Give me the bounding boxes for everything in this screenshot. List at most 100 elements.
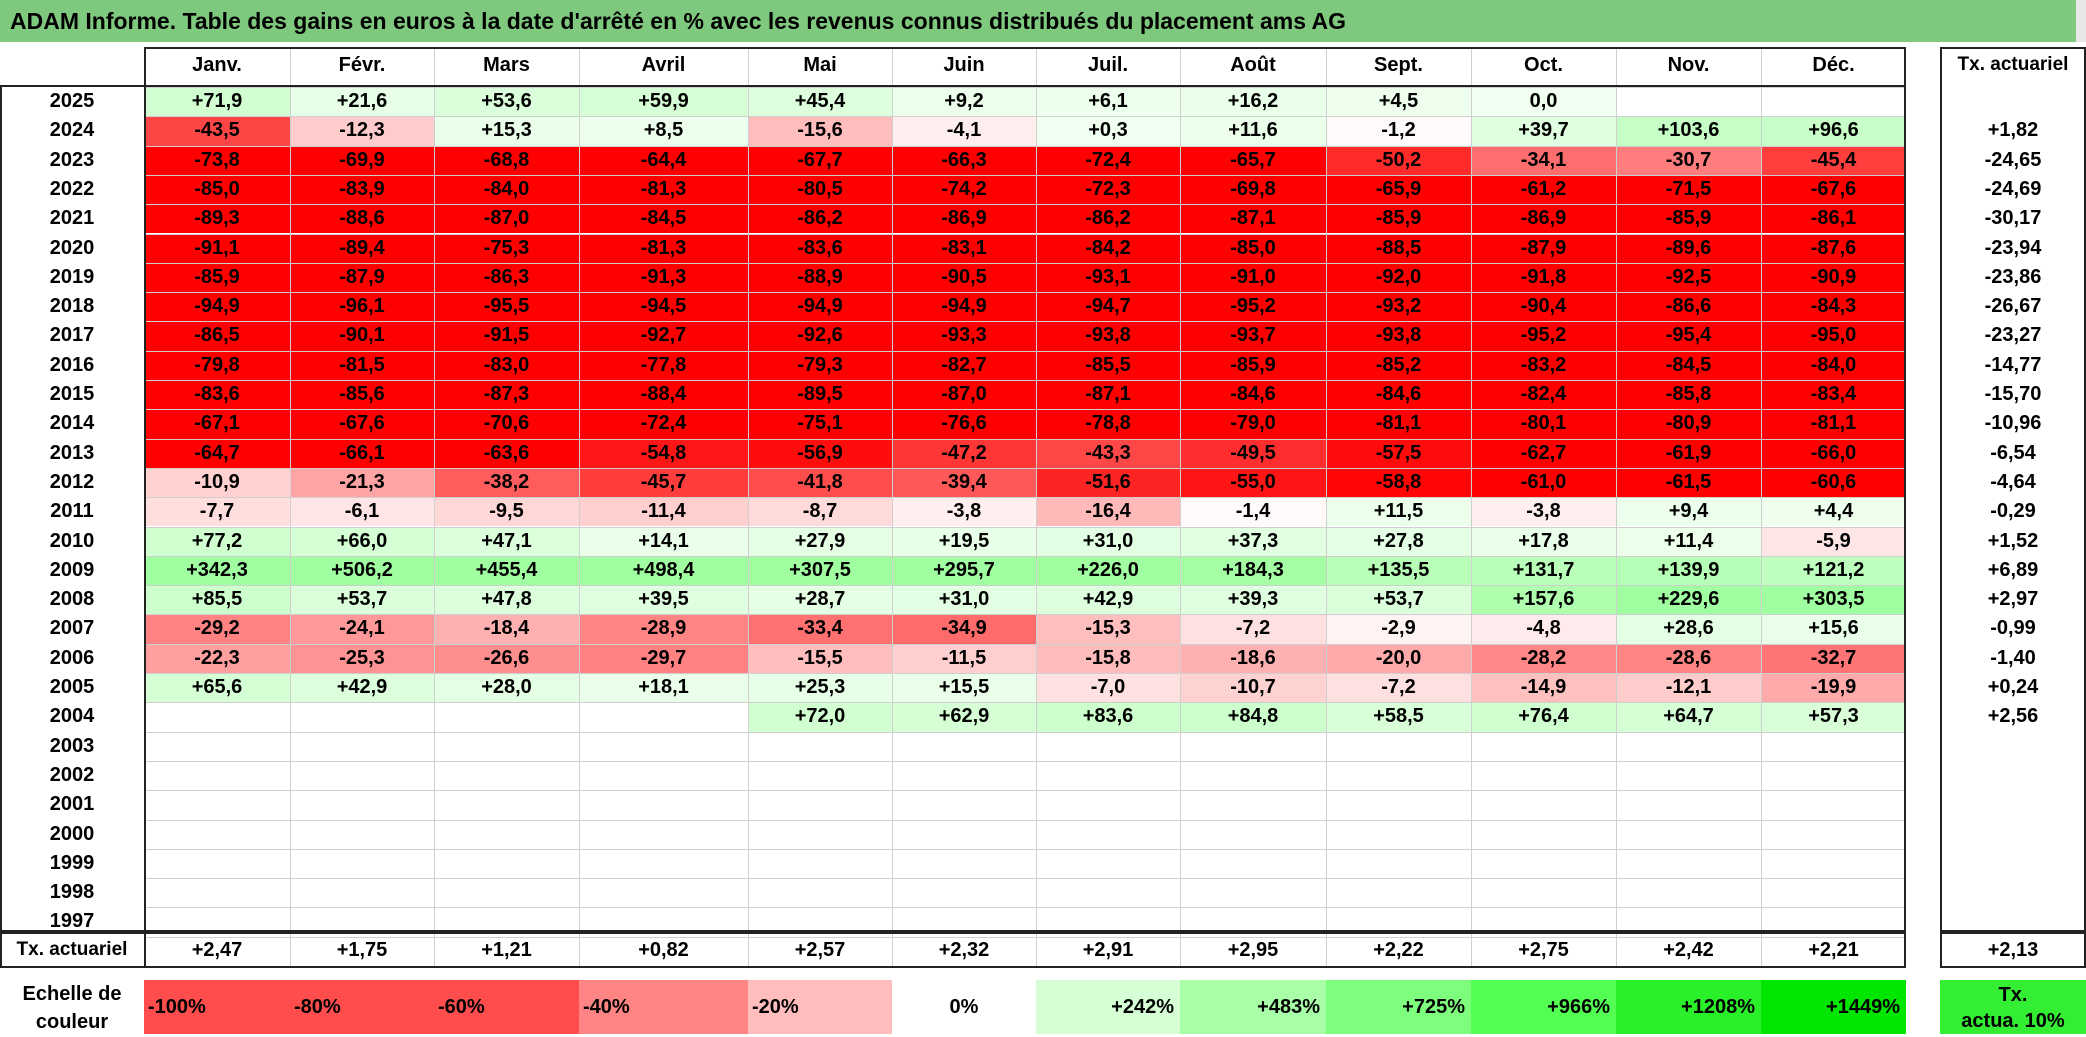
table-cell xyxy=(1471,878,1616,908)
table-cell: +59,9 xyxy=(579,87,748,117)
table-cell: -67,7 xyxy=(748,145,892,175)
table-cell: -85,0 xyxy=(144,174,290,205)
table-cell: -80,5 xyxy=(748,174,892,205)
table-cell: -75,1 xyxy=(748,409,892,439)
table-cell: -81,3 xyxy=(579,174,748,205)
table-cell: -26,6 xyxy=(434,643,579,673)
table-cell: +131,7 xyxy=(1471,555,1616,586)
table-cell: -91,1 xyxy=(144,233,290,263)
table-cell: -81,1 xyxy=(1761,409,1906,439)
table-cell: -77,8 xyxy=(579,350,748,380)
grid-line xyxy=(144,907,1906,908)
totals-cell: +0,82 xyxy=(638,939,689,961)
table-cell: -87,0 xyxy=(892,380,1036,410)
color-scale-step: -100% xyxy=(144,980,290,1034)
table-cell: +135,5 xyxy=(1326,555,1471,586)
table-cell: -85,9 xyxy=(1326,204,1471,234)
column-header-12: Déc. xyxy=(1812,54,1855,76)
table-cell: +4,5 xyxy=(1326,87,1471,117)
table-cell xyxy=(144,760,290,791)
annual-rate-cell: -0,99 xyxy=(1990,617,2036,640)
table-cell: -84,5 xyxy=(579,204,748,234)
table-cell: -66,0 xyxy=(1761,438,1906,468)
annual-rate-cell: +2,56 xyxy=(1987,705,2039,728)
annual-rate-cell xyxy=(1940,87,2086,116)
year-label: 2007 xyxy=(49,617,95,640)
grid-line xyxy=(144,673,1906,674)
table-cell: -87,9 xyxy=(290,262,434,293)
table-cell: -84,5 xyxy=(1616,350,1761,380)
grid-line xyxy=(144,87,1906,88)
table-cell: -30,7 xyxy=(1616,145,1761,175)
table-cell xyxy=(1761,731,1906,761)
table-cell: -20,0 xyxy=(1326,643,1471,673)
table-cell: -86,3 xyxy=(434,262,579,293)
grid-line xyxy=(1616,47,1617,968)
grid-line xyxy=(434,47,435,968)
table-cell: 0,0 xyxy=(1471,87,1616,117)
table-cell: +28,6 xyxy=(1616,614,1761,644)
table-cell: -86,5 xyxy=(144,321,290,351)
table-cell: -72,4 xyxy=(579,409,748,439)
table-cell: +15,3 xyxy=(434,116,579,146)
table-cell: -61,0 xyxy=(1471,467,1616,498)
table-cell: -85,2 xyxy=(1326,350,1471,380)
year-label: 2018 xyxy=(49,295,95,318)
table-cell: -49,5 xyxy=(1180,438,1326,468)
table-cell: -14,9 xyxy=(1471,673,1616,703)
table-cell: -83,4 xyxy=(1761,380,1906,410)
color-scale-step: +1208% xyxy=(1616,980,1761,1034)
table-cell: +83,6 xyxy=(1036,702,1180,732)
year-label: 2011 xyxy=(50,500,94,523)
table-cell: -47,2 xyxy=(892,438,1036,468)
table-cell xyxy=(1616,731,1761,761)
table-cell: -84,6 xyxy=(1326,380,1471,410)
grid-line xyxy=(144,439,1906,440)
table-cell: +66,0 xyxy=(290,526,434,556)
table-cell: -85,9 xyxy=(1616,204,1761,234)
table-cell xyxy=(579,819,748,849)
annual-rate-cell xyxy=(1940,878,2086,907)
table-cell: -11,5 xyxy=(892,643,1036,673)
table-cell xyxy=(144,819,290,849)
table-cell xyxy=(1180,760,1326,791)
column-header-2: Févr. xyxy=(338,54,386,76)
year-label: 1999 xyxy=(49,851,95,874)
grid-line xyxy=(144,614,1906,615)
table-cell: +47,8 xyxy=(434,585,579,615)
table-cell: -83,2 xyxy=(1471,350,1616,380)
table-cell: +303,5 xyxy=(1761,585,1906,615)
color-scale-step: -20% xyxy=(748,980,892,1034)
table-cell: -95,5 xyxy=(434,292,579,322)
table-cell: -11,4 xyxy=(579,497,748,527)
table-cell: -94,9 xyxy=(892,292,1036,322)
grid-line xyxy=(290,47,291,968)
table-cell: -88,5 xyxy=(1326,233,1471,263)
year-label: 2021 xyxy=(49,207,95,230)
year-label: 2009 xyxy=(49,558,95,581)
table-cell: -93,7 xyxy=(1180,321,1326,351)
totals-row-label: Tx. actuariel xyxy=(16,939,128,960)
year-label: 2017 xyxy=(49,324,95,347)
table-cell: -10,9 xyxy=(144,467,290,498)
table-cell: -83,0 xyxy=(434,350,579,380)
table-cell xyxy=(892,848,1036,879)
grid-line xyxy=(144,527,1906,528)
table-cell xyxy=(434,878,579,908)
table-cell: -83,6 xyxy=(144,380,290,410)
table-cell: -95,0 xyxy=(1761,321,1906,351)
table-cell xyxy=(1616,760,1761,791)
year-label: 2005 xyxy=(49,676,95,698)
table-cell: -79,0 xyxy=(1180,409,1326,439)
table-cell: -85,6 xyxy=(290,380,434,410)
table-cell: -93,3 xyxy=(892,321,1036,351)
table-cell: -10,7 xyxy=(1180,673,1326,703)
color-scale-step: -80% xyxy=(290,980,434,1034)
grid-line xyxy=(1036,47,1037,968)
table-cell xyxy=(144,790,290,820)
table-cell: +455,4 xyxy=(434,555,579,586)
color-scale-annual-line1: Tx. xyxy=(1998,984,2028,1006)
table-cell xyxy=(1036,848,1180,879)
table-cell xyxy=(1180,848,1326,879)
table-cell: +76,4 xyxy=(1471,702,1616,732)
